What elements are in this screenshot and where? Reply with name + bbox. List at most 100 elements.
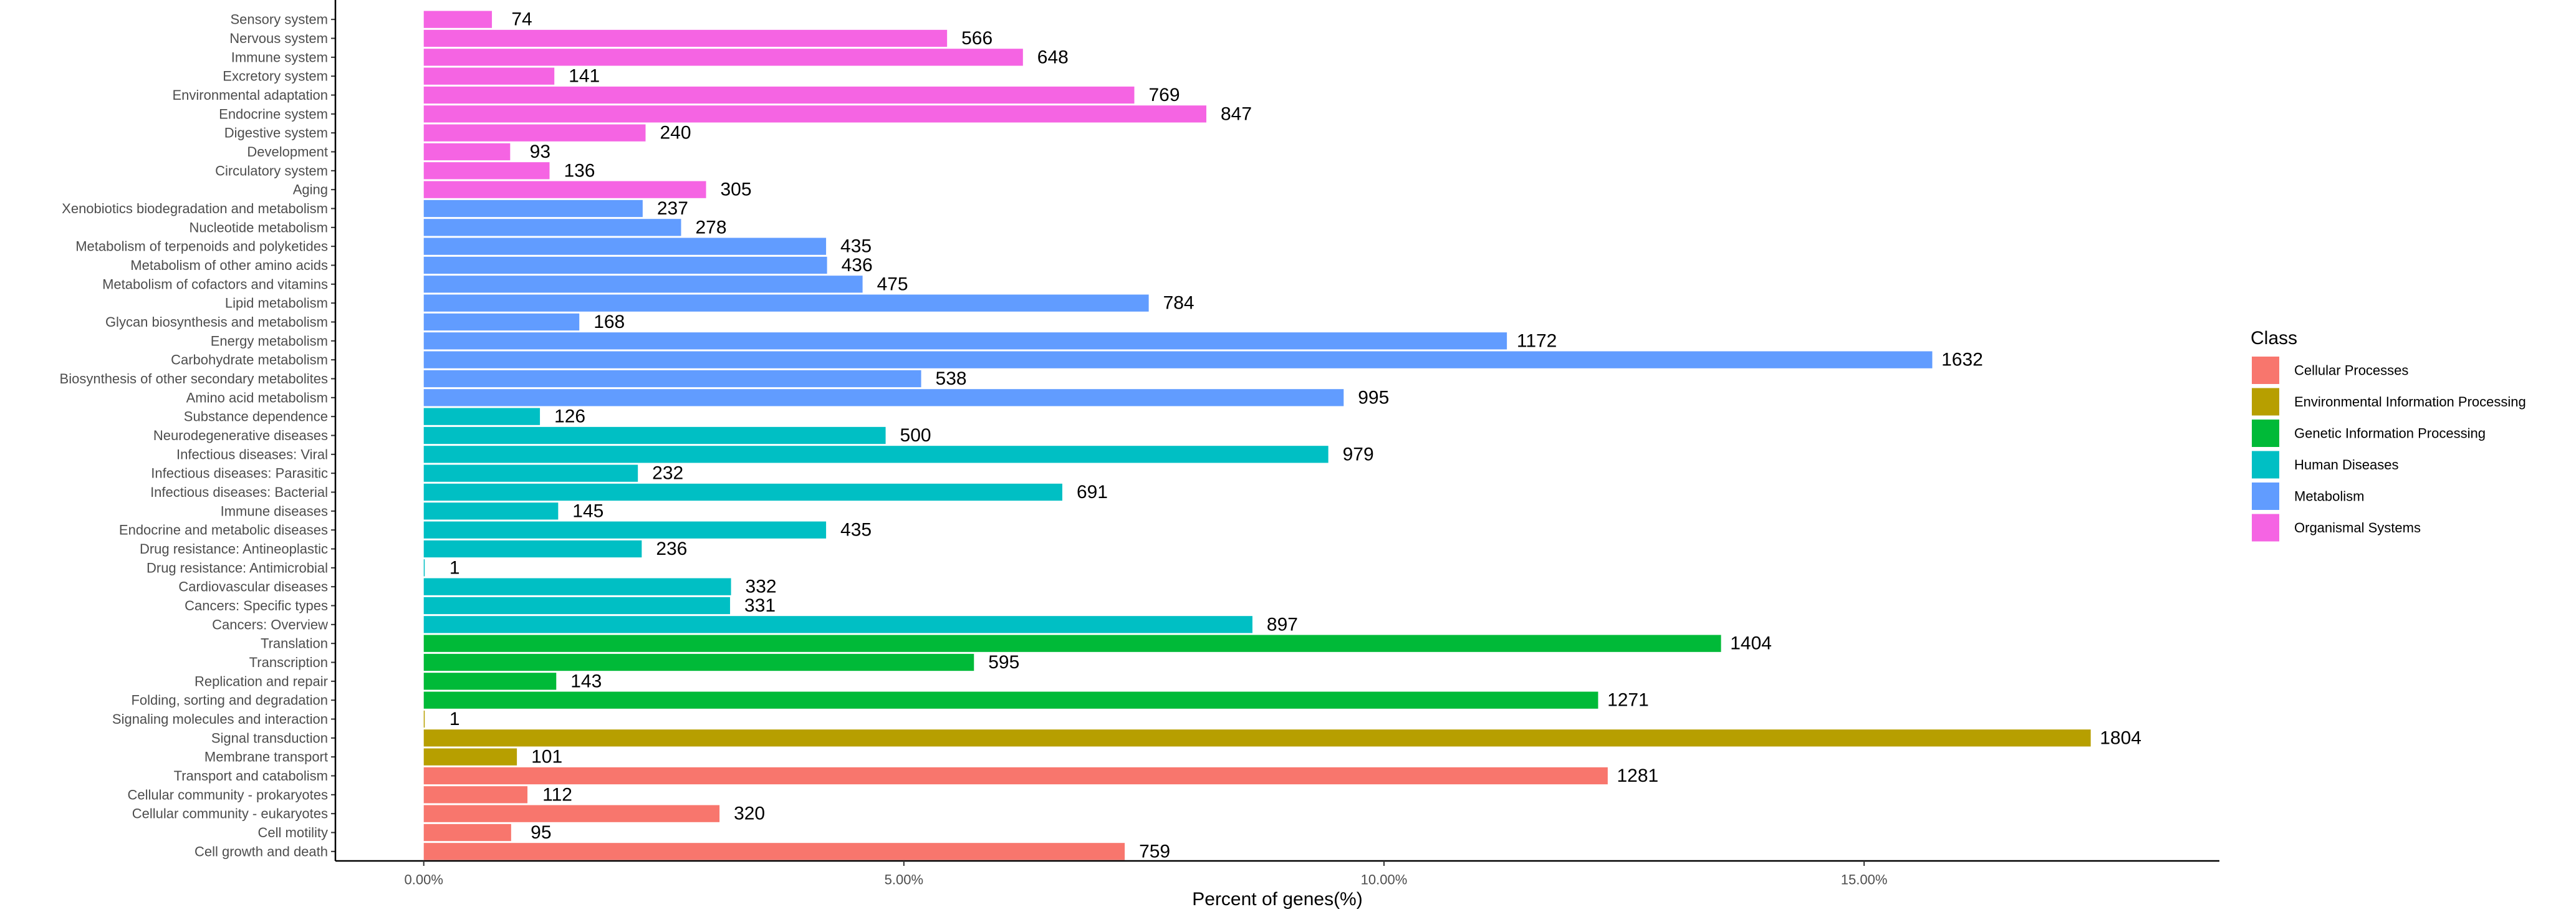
- legend-swatch: [2252, 388, 2279, 416]
- bar: [423, 483, 1062, 501]
- category-label: Excretory system: [223, 69, 328, 84]
- bar: [423, 540, 642, 558]
- category-label: Glycan biosynthesis and metabolism: [105, 314, 328, 330]
- value-label: 1: [449, 557, 460, 578]
- legend-swatch: [2252, 420, 2279, 447]
- bar: [423, 635, 1721, 652]
- value-label: 1632: [1941, 350, 1983, 370]
- bar: [423, 351, 1933, 368]
- legend-label: Environmental Information Processing: [2294, 394, 2526, 410]
- bar: [423, 767, 1608, 785]
- value-label: 112: [542, 784, 572, 805]
- bar: [423, 616, 1252, 633]
- category-label: Amino acid metabolism: [186, 390, 328, 405]
- category-label: Biosynthesis of other secondary metaboli…: [60, 371, 328, 387]
- bar: [423, 256, 827, 274]
- value-label: 979: [1343, 444, 1374, 464]
- bar: [423, 238, 827, 255]
- category-label: Metabolism of terpenoids and polyketides: [75, 239, 328, 254]
- legend-swatch: [2252, 451, 2279, 479]
- category-label: Development: [247, 144, 328, 160]
- category-label: Circulatory system: [215, 163, 328, 178]
- value-label: 566: [961, 28, 992, 49]
- category-label: Cell growth and death: [195, 843, 328, 859]
- x-tick-label: 5.00%: [885, 872, 923, 888]
- bar: [423, 199, 643, 218]
- bar: [423, 559, 425, 577]
- legend-label: Organismal Systems: [2294, 520, 2421, 535]
- value-label: 769: [1148, 85, 1180, 105]
- bar: [423, 502, 559, 520]
- value-label: 278: [695, 217, 726, 238]
- category-label: Signaling molecules and interaction: [112, 711, 328, 727]
- bar: [423, 29, 948, 47]
- value-label: 759: [1139, 841, 1170, 862]
- category-label: Metabolism of cofactors and vitamins: [102, 276, 328, 292]
- category-label: Sensory system: [231, 12, 329, 27]
- value-label: 595: [988, 652, 1019, 673]
- bar: [423, 710, 425, 728]
- bar: [423, 824, 511, 842]
- value-label: 1: [449, 709, 460, 729]
- bar: [423, 219, 681, 236]
- value-label: 101: [531, 747, 562, 767]
- bar: [423, 673, 557, 690]
- legend-label: Metabolism: [2294, 489, 2364, 504]
- value-label: 436: [842, 255, 873, 276]
- category-label: Infectious diseases: Parasitic: [151, 466, 328, 481]
- legend-label: Human Diseases: [2294, 457, 2399, 473]
- category-label: Cancers: Specific types: [185, 598, 328, 613]
- category-label: Infectious diseases: Bacterial: [150, 484, 328, 500]
- category-label: Energy metabolism: [211, 333, 328, 348]
- bar: [423, 11, 493, 28]
- value-label: 332: [746, 577, 777, 597]
- value-label: 237: [657, 198, 688, 219]
- value-label: 500: [900, 425, 931, 446]
- value-label: 995: [1358, 387, 1389, 408]
- value-label: 648: [1037, 47, 1069, 67]
- bar: [423, 105, 1207, 123]
- category-label: Digestive system: [224, 125, 328, 141]
- value-label: 1281: [1617, 766, 1658, 786]
- bar: [423, 578, 731, 595]
- category-label: Lipid metabolism: [225, 295, 328, 311]
- category-labels: Sensory system Nervous system Immune syste…: [60, 12, 329, 860]
- value-label: 1404: [1730, 633, 1772, 654]
- category-label: Xenobiotics biodegradation and metabolis…: [62, 201, 328, 216]
- x-axis-ticks: 0.00% 5.00% 10.00% 15.00%: [405, 861, 1888, 888]
- bar: [423, 521, 827, 539]
- value-label: 538: [936, 368, 967, 389]
- category-label: Drug resistance: Antimicrobial: [147, 560, 328, 575]
- value-label: 126: [554, 406, 585, 427]
- value-label: 74: [511, 9, 532, 30]
- value-label: 435: [840, 236, 872, 257]
- x-tick-label: 15.00%: [1841, 872, 1888, 888]
- category-label: Nervous system: [229, 31, 328, 46]
- category-label: Substance dependence: [184, 409, 328, 425]
- bar: [423, 843, 1125, 860]
- legend-items: Cellular Processes Environmental Informat…: [2252, 357, 2526, 542]
- bar: [423, 276, 863, 293]
- value-label: 1172: [1517, 330, 1557, 351]
- bar: [423, 294, 1149, 312]
- category-label: Nucleotide metabolism: [189, 219, 328, 235]
- value-label: 691: [1077, 482, 1108, 502]
- legend: Class Cellular Processes Environmental In…: [2251, 328, 2526, 542]
- category-label: Drug resistance: Antineoplastic: [140, 541, 328, 557]
- value-label: 320: [734, 804, 765, 824]
- bar: [423, 597, 731, 615]
- value-label: 435: [840, 520, 872, 540]
- category-label: Metabolism of other amino acids: [130, 257, 328, 273]
- category-label: Immune system: [231, 49, 328, 65]
- category-label: Transcription: [249, 655, 328, 670]
- bar: [423, 181, 706, 198]
- bar: [423, 49, 1023, 66]
- value-label: 847: [1221, 103, 1252, 124]
- category-label: Translation: [261, 636, 328, 651]
- value-label: 897: [1267, 614, 1298, 635]
- category-label: Immune diseases: [221, 503, 328, 519]
- category-label: Endocrine system: [219, 106, 328, 122]
- value-label: 168: [594, 312, 625, 332]
- bar: [423, 332, 1507, 350]
